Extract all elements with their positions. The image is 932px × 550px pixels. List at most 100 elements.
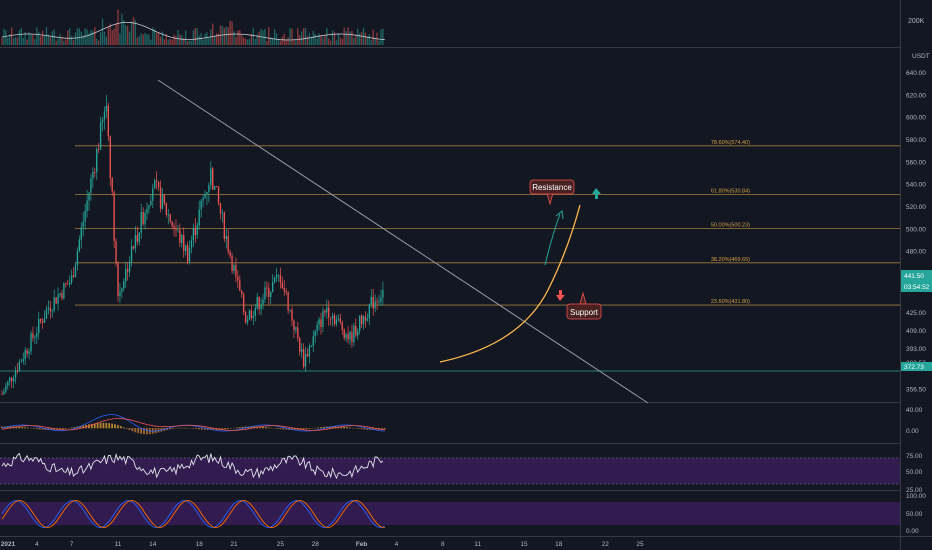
candle-body xyxy=(366,318,369,321)
candle-body xyxy=(246,319,249,323)
candle-body xyxy=(208,185,210,192)
macd-histogram-bar xyxy=(35,428,38,430)
volume-bar xyxy=(339,37,342,45)
candle-body xyxy=(335,319,338,325)
candle-body xyxy=(169,214,171,222)
macd-histogram-bar xyxy=(32,428,35,429)
macd-histogram-bar xyxy=(267,427,270,429)
resistance-callout[interactable]: Resistance xyxy=(529,179,575,206)
candle-body xyxy=(3,391,5,395)
volume-bar xyxy=(26,39,28,45)
macd-histogram-bar xyxy=(366,428,369,430)
candle-body xyxy=(314,330,316,337)
volume-axis-label: 200K xyxy=(908,18,925,25)
volume-bar xyxy=(96,38,98,45)
candle-body xyxy=(312,336,314,347)
volume-bar xyxy=(368,34,371,45)
volume-bar xyxy=(82,35,84,45)
candle-body xyxy=(324,310,326,313)
volume-bar xyxy=(227,27,229,45)
candle-body xyxy=(68,282,71,285)
volume-bar xyxy=(59,34,61,45)
volume-bar xyxy=(57,38,59,45)
volume-bar xyxy=(12,38,15,45)
volume-bar xyxy=(76,28,79,45)
volume-bar xyxy=(157,32,160,45)
candle-body xyxy=(146,208,148,213)
volume-bar xyxy=(155,33,158,45)
volume-bar xyxy=(34,39,36,45)
volume-bar xyxy=(70,35,73,45)
volume-bar xyxy=(9,34,11,45)
volume-bar xyxy=(165,34,168,45)
candle-body xyxy=(281,282,284,289)
volume-bar xyxy=(186,40,189,45)
macd-histogram-bar xyxy=(334,426,337,429)
macd-histogram-bar xyxy=(114,424,116,429)
candle-body xyxy=(190,240,193,248)
volume-bar xyxy=(335,40,338,45)
price-tick-label: 356.50 xyxy=(906,387,926,394)
candle-body xyxy=(283,288,285,292)
candle-body xyxy=(223,212,226,240)
volume-bar xyxy=(150,39,152,45)
candle-body xyxy=(86,200,88,212)
candle-body xyxy=(94,171,96,173)
candle-body xyxy=(32,333,34,338)
macd-histogram-bar xyxy=(192,428,195,429)
volume-bar xyxy=(63,40,65,45)
candle-body xyxy=(65,283,67,285)
support-callout[interactable]: Support xyxy=(566,291,602,320)
candle-body xyxy=(306,354,309,357)
candle-body xyxy=(304,354,307,367)
macd-histogram-bar xyxy=(140,428,142,434)
candle-body xyxy=(130,246,133,262)
volume-bar xyxy=(90,30,92,45)
candle-body xyxy=(196,225,198,235)
candle-body xyxy=(299,338,301,352)
macd-histogram-bar xyxy=(372,428,374,430)
candle-body xyxy=(78,239,81,252)
candle-body xyxy=(244,312,247,323)
candle-body xyxy=(239,280,241,291)
candle-body xyxy=(76,251,79,266)
candle-body xyxy=(213,185,216,190)
macd-histogram-bar xyxy=(183,427,186,429)
candle-body xyxy=(70,275,73,283)
macd-histogram-bar xyxy=(302,428,305,430)
macd-histogram-bar xyxy=(61,428,64,430)
support-price-tag: 372.73 xyxy=(901,362,932,371)
macd-histogram-bar xyxy=(169,428,171,430)
volume-bar xyxy=(10,27,13,45)
macd-histogram-bar xyxy=(343,426,345,429)
candle-body xyxy=(14,370,17,379)
candle-body xyxy=(241,290,243,294)
candle-body xyxy=(49,307,52,312)
volume-bar xyxy=(283,33,285,45)
candle-body xyxy=(382,290,384,298)
candle-body xyxy=(270,291,272,297)
volume-bar xyxy=(295,39,297,45)
support-curve xyxy=(439,204,581,363)
candle-body xyxy=(353,325,355,343)
candle-body xyxy=(221,212,224,214)
candle-body xyxy=(316,324,318,331)
resistance-label-box xyxy=(529,179,575,195)
candle-body xyxy=(97,149,100,150)
volume-bar xyxy=(175,35,177,45)
time-tick-label: 14 xyxy=(149,541,157,548)
macd-histogram-bar xyxy=(351,427,354,429)
candle-body xyxy=(212,168,214,190)
price-tick-label: 500.00 xyxy=(906,226,926,233)
volume-bar xyxy=(188,40,191,45)
candle-body xyxy=(61,293,63,299)
macd-histogram-bar xyxy=(96,423,99,429)
macd-histogram-bar xyxy=(253,426,256,429)
candle-body xyxy=(47,307,50,310)
macd-histogram-bar xyxy=(380,428,383,430)
volume-bar xyxy=(128,31,131,45)
candle-body xyxy=(308,346,311,357)
volume-bar xyxy=(316,38,318,45)
candle-body xyxy=(125,268,127,282)
